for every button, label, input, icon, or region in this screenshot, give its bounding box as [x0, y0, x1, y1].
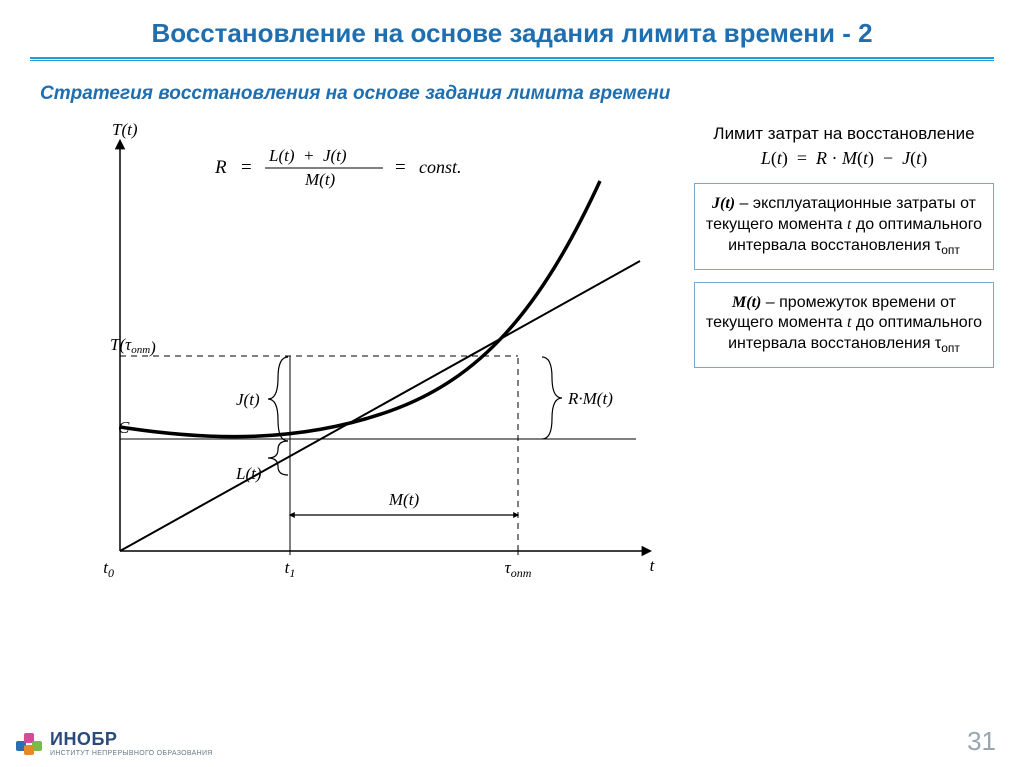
svg-text:t0: t0 — [103, 558, 114, 580]
formula-L: L(t) = R · M(t) − J(t) — [694, 148, 994, 169]
svg-text:t: t — [650, 556, 656, 575]
content-area: T(t) t t0 t1 τопт T(τопт) C J(t) L(t) R·M(t) M(t) … — [30, 111, 994, 671]
side-heading: Лимит затрат на восстановление — [694, 123, 994, 144]
side-panel: Лимит затрат на восстановление L(t) = R … — [694, 123, 994, 380]
logo-text: ИНОБР — [50, 729, 213, 750]
svg-text:L(t): L(t) — [235, 464, 262, 483]
logo: ИНОБР ИНСТИТУТ НЕПРЕРЫВНОГО ОБРАЗОВАНИЯ — [16, 729, 213, 757]
svg-text:L(t) + J(t): L(t) + J(t) — [268, 146, 347, 165]
svg-text:R: R — [214, 157, 227, 178]
svg-text:M(t): M(t) — [388, 490, 420, 509]
page-number: 31 — [967, 726, 996, 757]
chart-svg: T(t)tt0t1τоптT(τопт)CJ(t)L(t)R·M(t)M(t) … — [40, 111, 680, 611]
svg-text:C: C — [118, 418, 130, 437]
page-title: Восстановление на основе задания лимита … — [0, 0, 1024, 57]
logo-icon — [16, 731, 44, 755]
box-J: J(t) – эксплуатационные затраты от текущ… — [694, 183, 994, 269]
svg-text:τопт: τопт — [505, 558, 532, 580]
box-M: M(t) – промежуток времени от текущего мо… — [694, 282, 994, 368]
title-underline — [30, 57, 994, 61]
svg-text:M(t): M(t) — [304, 170, 336, 189]
svg-text:t1: t1 — [285, 558, 296, 580]
subtitle: Стратегия восстановления на основе задан… — [0, 79, 1024, 111]
svg-text:=: = — [395, 157, 406, 178]
svg-text:const.: const. — [419, 157, 462, 177]
svg-text:T(t): T(t) — [112, 120, 138, 139]
svg-text:=: = — [241, 157, 252, 178]
svg-text:R·M(t): R·M(t) — [567, 389, 613, 408]
logo-subtext: ИНСТИТУТ НЕПРЕРЫВНОГО ОБРАЗОВАНИЯ — [50, 750, 213, 757]
svg-text:J(t): J(t) — [236, 390, 260, 409]
chart: T(t)tt0t1τоптT(τопт)CJ(t)L(t)R·M(t)M(t) … — [40, 111, 680, 631]
svg-text:T(τопт): T(τопт) — [110, 335, 156, 357]
